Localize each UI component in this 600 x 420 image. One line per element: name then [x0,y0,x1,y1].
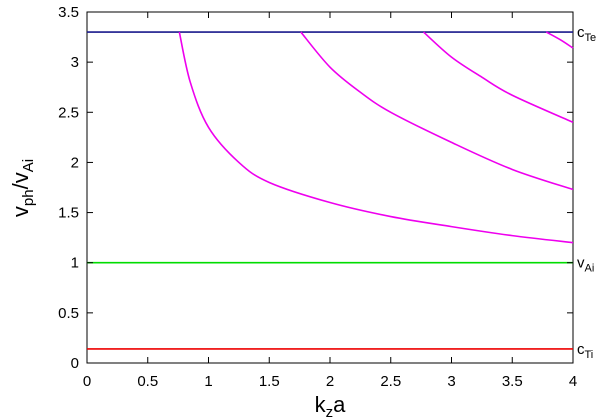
y-tick-label: 2 [71,154,79,171]
y-axis-label: vph/vAi [8,159,37,217]
x-tick-label: 3.5 [502,373,523,390]
right-label-cte: cTe [577,24,596,44]
x-tick-label: 4 [569,373,577,390]
right-label-cti: cTi [577,341,593,361]
series-line-7 [545,31,574,49]
y-tick-label: 1.5 [58,205,79,222]
axis-layer: 0 0.5 1 1.5 2 2.5 3 3.5 4 0 0.5 1 1.5 2 2.5 3 3.5 [58,4,577,390]
right-label-layer: cTe vAi cTi [577,24,596,361]
x-tick-label: 2 [326,373,334,390]
series-line-6 [423,31,574,124]
plot-frame [86,11,574,364]
x-tick-label: 1 [204,373,212,390]
right-label-vai: vAi [577,255,594,275]
y-tick-label: 1 [71,255,79,272]
series-line-4 [178,31,574,244]
series-layer [87,31,574,350]
x-tick-label: 1.5 [259,373,280,390]
y-tick-label: 3 [71,54,79,71]
x-tick-label: 2.5 [380,373,401,390]
y-tick-label: 2.5 [58,104,79,121]
y-tick-label: 0 [71,355,79,372]
x-axis-label: kza [315,392,347,420]
y-tick-label: 0.5 [58,305,79,322]
x-tick-label: 3 [447,373,455,390]
x-tick-label: 0.5 [137,373,158,390]
y-tick-label: 3.5 [58,4,79,21]
x-tick-label: 0 [83,373,91,390]
series-line-5 [300,31,574,191]
